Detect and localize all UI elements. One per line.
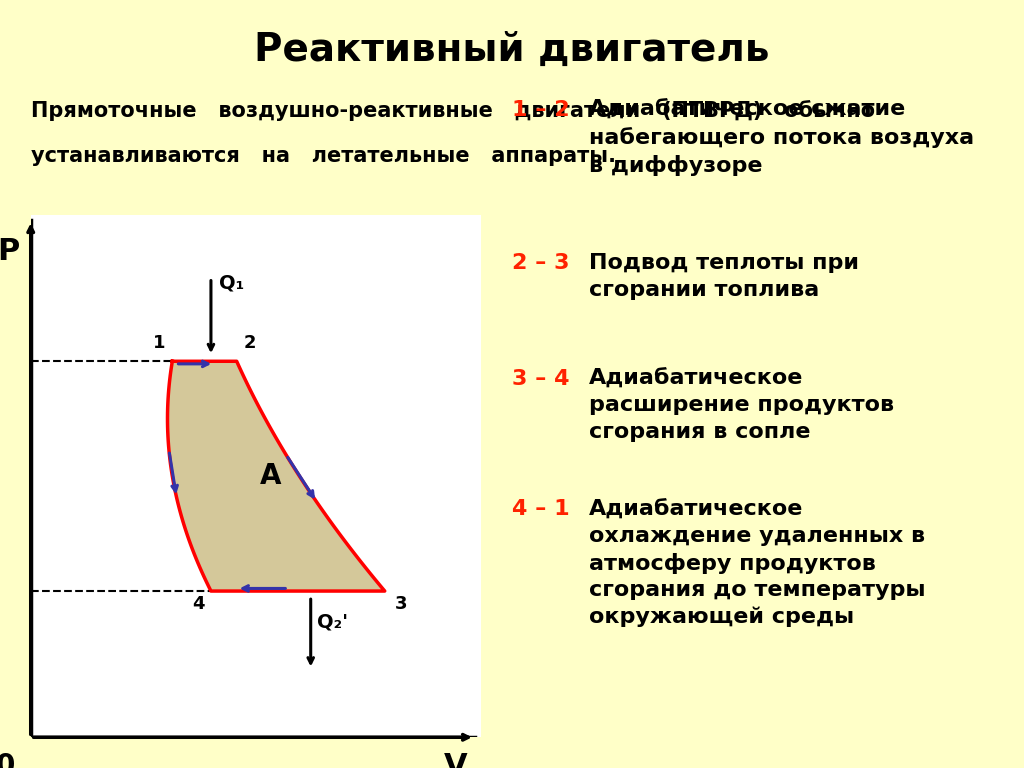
Text: 1: 1	[154, 334, 166, 353]
Text: Адиабатическое
охлаждение удаленных в
атмосферу продуктов
сгорания до температур: Адиабатическое охлаждение удаленных в ат…	[589, 499, 926, 627]
Text: Прямоточные   воздушно-реактивные   двигатели   (ПТВРД)   обычно: Прямоточные воздушно-реактивные двигател…	[31, 100, 874, 121]
Text: 3 – 4: 3 – 4	[512, 369, 585, 389]
Text: Q₂': Q₂'	[317, 613, 348, 631]
Text: Адиабатическое сжатие
набегающего потока воздуха
в диффузоре: Адиабатическое сжатие набегающего потока…	[589, 100, 974, 176]
Text: V: V	[443, 752, 467, 768]
Text: устанавливаются   на   летательные   аппараты.: устанавливаются на летательные аппараты.	[31, 146, 615, 166]
Text: Подвод теплоты при
сгорании топлива: Подвод теплоты при сгорании топлива	[589, 253, 859, 300]
Text: 2: 2	[244, 334, 256, 353]
Text: P: P	[0, 237, 19, 266]
Text: Реактивный двигатель: Реактивный двигатель	[254, 31, 770, 68]
Text: Q₁: Q₁	[219, 273, 244, 292]
Text: 3: 3	[394, 595, 408, 614]
Text: 0: 0	[0, 752, 14, 768]
Text: 4: 4	[191, 595, 205, 614]
Text: A: A	[260, 462, 282, 490]
Text: 1 – 2: 1 – 2	[512, 100, 585, 120]
Text: 4 – 1: 4 – 1	[512, 499, 585, 519]
Text: 2 – 3: 2 – 3	[512, 253, 585, 273]
Text: Адиабатическое
расширение продуктов
сгорания в сопле: Адиабатическое расширение продуктов сгор…	[589, 369, 894, 442]
Polygon shape	[168, 361, 385, 591]
